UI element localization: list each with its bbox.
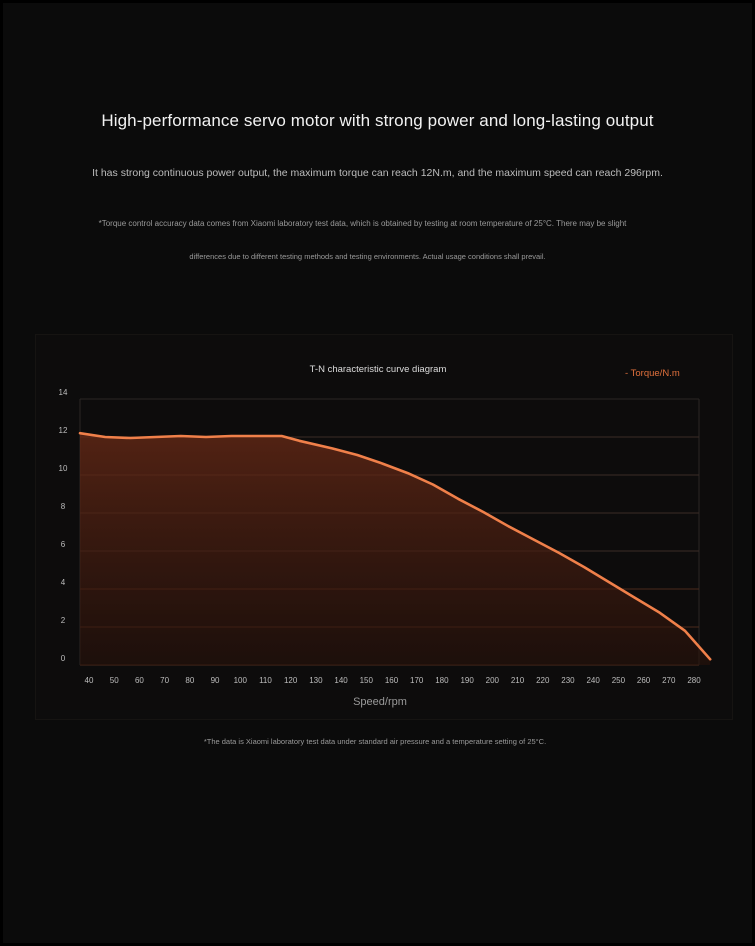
x-tick-label: 80 (185, 676, 194, 685)
x-axis-label: Speed/rpm (353, 696, 407, 708)
x-tick-label: 110 (259, 676, 272, 685)
y-tick-label: 4 (61, 578, 66, 587)
page-title: High-performance servo motor with strong… (101, 111, 654, 130)
y-tick-label: 8 (61, 502, 66, 511)
y-tick-label: 6 (61, 540, 66, 549)
x-tick-label: 220 (536, 676, 550, 685)
x-tick-label: 140 (334, 676, 348, 685)
chart-panel: T-N characteristic curve diagram - Torqu… (35, 334, 733, 720)
y-tick-label: 0 (61, 654, 66, 663)
y-tick-label: 14 (59, 388, 68, 397)
x-tick-label: 250 (612, 676, 626, 685)
x-tick-labels: 40 50 60 70 80 90 100 110 120 130 140 150 160 170 180 1… (85, 676, 702, 685)
y-tick-label: 10 (59, 464, 68, 473)
disclaimer-line-1: *Torque control accuracy data comes from… (98, 219, 627, 228)
x-tick-label: 190 (460, 676, 474, 685)
x-tick-label: 120 (284, 676, 298, 685)
x-tick-label: 130 (309, 676, 323, 685)
x-tick-label: 150 (360, 676, 374, 685)
y-tick-label: 2 (61, 616, 66, 625)
x-tick-label: 70 (160, 676, 169, 685)
footnote: *The data is Xiaomi laboratory test data… (203, 737, 547, 746)
x-tick-label: 160 (385, 676, 399, 685)
disclaimer-line-2: differences due to different testing met… (189, 252, 546, 261)
x-tick-label: 210 (511, 676, 525, 685)
area-fill (80, 433, 711, 665)
x-tick-label: 230 (561, 676, 575, 685)
x-tick-label: 200 (486, 676, 500, 685)
chart-title: T-N characteristic curve diagram (310, 364, 447, 375)
tn-chart: T-N characteristic curve diagram - Torqu… (59, 364, 712, 708)
x-tick-label: 280 (687, 676, 701, 685)
torque-line (78, 431, 712, 661)
page-subtitle: It has strong continuous power output, t… (92, 167, 663, 179)
x-tick-label: 260 (637, 676, 651, 685)
x-tick-label: 60 (135, 676, 144, 685)
y-tick-label: 12 (59, 426, 68, 435)
legend-label: - Torque/N.m (625, 368, 680, 379)
x-tick-label: 240 (586, 676, 600, 685)
series-line (78, 431, 712, 661)
x-tick-label: 100 (234, 676, 248, 685)
x-tick-label: 50 (110, 676, 119, 685)
x-tick-label: 270 (662, 676, 676, 685)
x-tick-label: 40 (85, 676, 94, 685)
x-tick-label: 170 (410, 676, 424, 685)
x-tick-label: 90 (211, 676, 220, 685)
y-tick-labels: 0 2 4 6 8 10 12 14 (59, 388, 68, 663)
x-tick-label: 180 (435, 676, 449, 685)
torque-area (80, 433, 711, 665)
